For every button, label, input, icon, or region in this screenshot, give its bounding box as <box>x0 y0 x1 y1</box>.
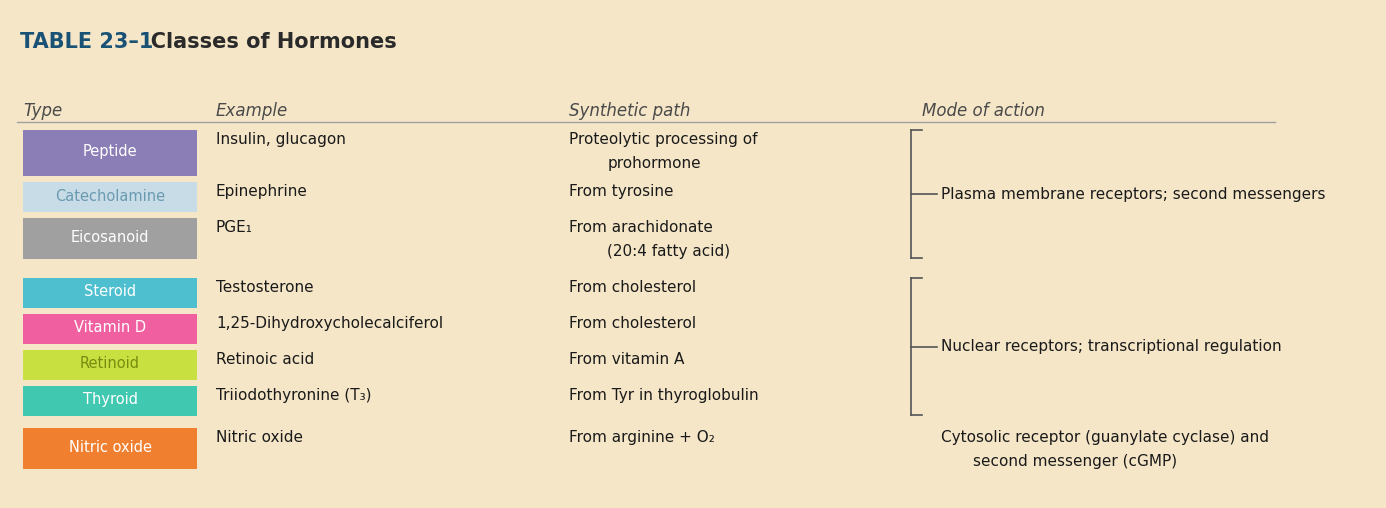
Bar <box>24 182 197 212</box>
Bar <box>24 278 197 308</box>
Text: Catecholamine: Catecholamine <box>55 188 165 204</box>
Text: From cholesterol: From cholesterol <box>568 316 696 331</box>
Text: From Tyr in thyroglobulin: From Tyr in thyroglobulin <box>568 388 758 403</box>
Text: Nitric oxide: Nitric oxide <box>216 430 304 445</box>
Text: Epinephrine: Epinephrine <box>216 184 308 199</box>
Text: Classes of Hormones: Classes of Hormones <box>129 31 396 52</box>
Text: Example: Example <box>216 102 288 119</box>
Bar <box>24 428 197 469</box>
Text: Cytosolic receptor (guanylate cyclase) and: Cytosolic receptor (guanylate cyclase) a… <box>941 430 1270 445</box>
Text: Eicosanoid: Eicosanoid <box>71 230 150 245</box>
Text: Testosterone: Testosterone <box>216 280 313 295</box>
Text: Thyroid: Thyroid <box>83 392 137 407</box>
Text: Retinoid: Retinoid <box>80 357 140 371</box>
Text: Type: Type <box>24 102 62 119</box>
Bar <box>24 386 197 416</box>
Text: TABLE 23–1: TABLE 23–1 <box>19 31 152 52</box>
Bar <box>24 218 197 260</box>
Text: From cholesterol: From cholesterol <box>568 280 696 295</box>
Text: Retinoic acid: Retinoic acid <box>216 352 315 367</box>
Text: From arachidonate: From arachidonate <box>568 220 712 235</box>
Bar <box>24 350 197 380</box>
Text: Triiodothyronine (T₃): Triiodothyronine (T₃) <box>216 388 371 403</box>
Text: (20:4 fatty acid): (20:4 fatty acid) <box>607 244 730 259</box>
Text: Vitamin D: Vitamin D <box>73 321 146 335</box>
Bar <box>24 314 197 344</box>
Text: PGE₁: PGE₁ <box>216 220 252 235</box>
Text: prohormone: prohormone <box>607 155 701 171</box>
Text: Steroid: Steroid <box>85 284 136 300</box>
Text: Peptide: Peptide <box>83 144 137 160</box>
Text: From arginine + O₂: From arginine + O₂ <box>568 430 715 445</box>
Text: Proteolytic processing of: Proteolytic processing of <box>568 132 757 147</box>
Text: Insulin, glucagon: Insulin, glucagon <box>216 132 345 147</box>
Text: Nuclear receptors; transcriptional regulation: Nuclear receptors; transcriptional regul… <box>941 339 1282 354</box>
Text: Synthetic path: Synthetic path <box>568 102 690 119</box>
Bar <box>24 130 197 176</box>
Text: second messenger (cGMP): second messenger (cGMP) <box>973 454 1177 469</box>
Text: From tyrosine: From tyrosine <box>568 184 674 199</box>
Text: Plasma membrane receptors; second messengers: Plasma membrane receptors; second messen… <box>941 187 1325 202</box>
Text: Mode of action: Mode of action <box>922 102 1045 119</box>
Text: From vitamin A: From vitamin A <box>568 352 685 367</box>
Text: Nitric oxide: Nitric oxide <box>68 440 151 455</box>
Text: 1,25-Dihydroxycholecalciferol: 1,25-Dihydroxycholecalciferol <box>216 316 444 331</box>
